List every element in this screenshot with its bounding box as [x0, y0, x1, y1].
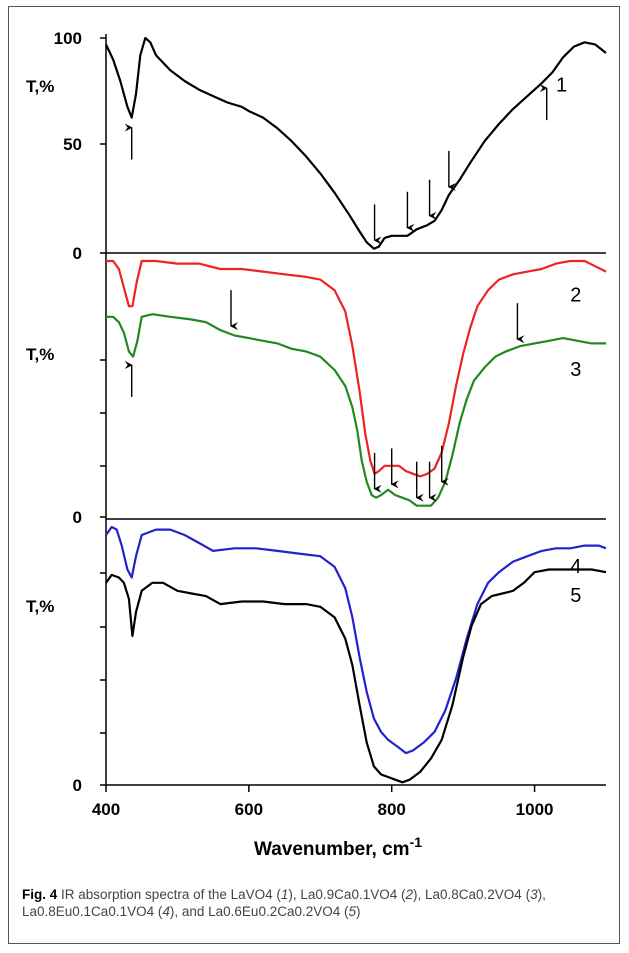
curve-label: 2	[570, 285, 581, 307]
caption-num: 5	[348, 904, 357, 919]
caption-text: ), La0.8Ca0.2VO4 (	[413, 887, 531, 902]
caption-text: )	[356, 904, 361, 919]
curve-label: 3	[570, 359, 581, 381]
y-axis-label: T,%	[26, 345, 54, 364]
y-axis-label: T,%	[26, 597, 54, 616]
curve-label: 1	[556, 74, 567, 96]
x-tick-label: 800	[378, 800, 406, 819]
series-line-2	[106, 259, 607, 478]
caption-num: 2	[405, 887, 413, 902]
y-tick-label: 100	[54, 29, 82, 48]
curve-label: 5	[570, 585, 581, 607]
series-line-1	[105, 36, 607, 250]
curve-label: 4	[570, 556, 581, 578]
caption-num: 4	[162, 904, 170, 919]
x-axis-title-superscript: -1	[410, 834, 423, 850]
y-tick-label: 50	[63, 135, 82, 154]
caption-text: ), and La0.6Eu0.2Ca0.2VO4 (	[169, 904, 349, 919]
y-tick-label: 0	[73, 508, 82, 527]
figure-caption: Fig. 4 IR absorption spectra of the LaVO…	[22, 886, 612, 920]
series-line-5	[105, 568, 607, 784]
x-tick-label: 1000	[516, 800, 554, 819]
caption-num: 1	[280, 887, 289, 902]
series-line-4	[105, 525, 607, 755]
x-tick-label: 400	[92, 800, 120, 819]
caption-text: ), La0.8Eu0.1Ca0.1VO4 (	[22, 887, 546, 919]
x-axis-title: Wavenumber, cm-1	[254, 834, 422, 860]
caption-num: 3	[530, 887, 538, 902]
caption-text: IR absorption spectra of the LaVO4 (	[57, 887, 281, 902]
y-tick-label: 0	[73, 244, 82, 263]
series-line-3	[106, 313, 606, 507]
figure-frame	[8, 6, 620, 944]
y-tick-label: 0	[73, 776, 82, 795]
y-axis-label: T,%	[26, 77, 54, 96]
x-tick-label: 600	[235, 800, 263, 819]
caption-text: ), La0.9Ca0.1VO4 (	[288, 887, 406, 902]
caption-fig-label: Fig. 4	[22, 887, 58, 902]
